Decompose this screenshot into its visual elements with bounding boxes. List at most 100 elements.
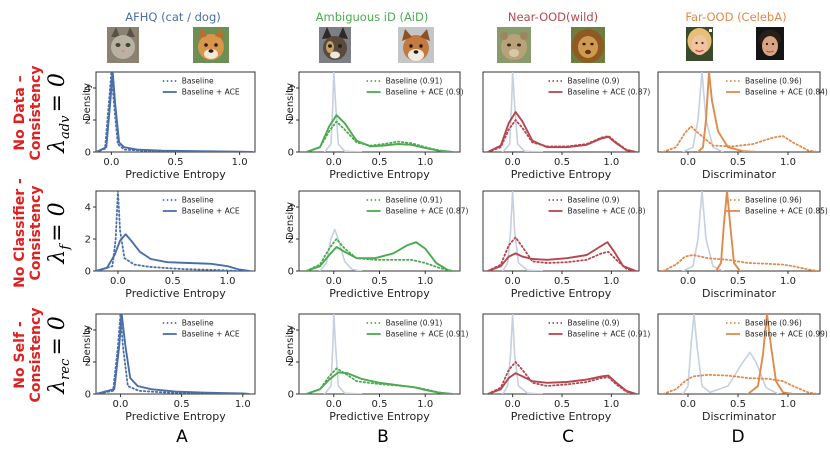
panel-D2-baseline-line — [662, 254, 819, 271]
panel-B3-ytick-label-2: 4 — [288, 326, 294, 337]
row-2-math-sub: f — [58, 243, 73, 251]
panel-C3-xtick-label-0: 0.0 — [505, 399, 521, 410]
row-2-math-rest: = 0 — [45, 202, 70, 241]
row-2-line1: No Classifier - — [12, 178, 28, 288]
panel-A1-ytick-label-0: 0 — [85, 148, 91, 159]
panel-A1-xtick-label-2: 1.0 — [232, 157, 248, 168]
panel-D1-xtick-label-1: 0.5 — [730, 157, 746, 168]
panel-B1-xtick-label-2: 1.0 — [417, 157, 433, 168]
panel-B1-ytick-label-1: 2 — [288, 116, 294, 127]
ambiguous-cat-photo — [319, 27, 351, 63]
panel-C2-xlabel: Predictive Entropy — [511, 287, 612, 300]
panel-B2-legend-label-1: Baseline + ACE (0.87) — [386, 207, 469, 216]
row-3-line2: Consistency — [28, 308, 44, 403]
row-1-math-rest: = 0 — [45, 73, 70, 112]
column-letters: A B C D — [176, 427, 744, 447]
panel-C1-legend-label-0: Baseline (0.9) — [568, 77, 620, 86]
panel-A2-ytick-label-2: 4 — [85, 203, 91, 214]
panel-A1-xlabel: Predictive Entropy — [125, 168, 226, 181]
panel-B2-ytick-label-0: 0 — [288, 267, 294, 278]
panel-B2-xtick-label-0: 0.0 — [326, 276, 342, 287]
panel-D3-xtick-label-1: 0.5 — [730, 399, 746, 410]
panel-B2-xtick-label-2: 1.0 — [417, 276, 433, 287]
panel-D3-legend-label-1: Baseline + ACE (0.99) — [745, 330, 828, 339]
row-2-math: λf = 0 — [45, 202, 73, 264]
col-title-D: Far-OOD (CelebA) — [685, 10, 786, 24]
panel-C3-xlabel: Predictive Entropy — [511, 410, 612, 423]
panel-D2-xtick-label-2: 1.0 — [780, 276, 796, 287]
panel-A3-ytick-label-2: 4 — [85, 326, 91, 337]
panel-A3-legend-label-0: Baseline — [182, 319, 214, 328]
panel-A3: 0.0 0.5 1.0 0 2 4 Predictive Entropy Density Bas… — [82, 313, 256, 423]
panel-C3-baseline-line — [487, 361, 637, 394]
panel-C1-xtick-label-2: 1.0 — [603, 157, 619, 168]
panel-D3-ace-line — [747, 314, 794, 394]
panel-D2-ghost-line — [682, 191, 724, 271]
panel-B1-ylabel: Density — [285, 83, 296, 121]
panel-C3-series-group — [486, 314, 637, 394]
col-letter-D: D — [731, 427, 744, 447]
panel-A3-ylabel: Density — [82, 325, 93, 363]
panel-A3-legend-label-1: Baseline + ACE — [182, 330, 240, 339]
panel-B2-ace-line — [305, 241, 454, 271]
panel-B3: 0.0 0.5 1.0 0 2 4 Predictive Entropy Density Bas… — [285, 313, 468, 423]
panel-A3-xtick-label-1: 0.5 — [174, 399, 190, 410]
dog-photo — [193, 27, 229, 63]
panel-A2-series-group — [96, 191, 251, 271]
panel-B1-ace-line — [305, 114, 454, 152]
panel-B3-ytick-label-1: 2 — [288, 358, 294, 369]
lion-photo — [571, 27, 605, 63]
panel-D2-series-group — [662, 191, 819, 271]
panel-C1-legend-label-1: Baseline + ACE (0.87) — [568, 88, 651, 97]
panel-B1: 0.0 0.5 1.0 0 2 4 Predictive Entropy Density Bas… — [285, 71, 464, 181]
panel-B1-xtick-label-0: 0.0 — [326, 157, 342, 168]
column-thumbnails — [107, 27, 784, 63]
col-title-C: Near-OOD(wild) — [508, 10, 598, 24]
panel-C2-xtick-label-2: 1.0 — [603, 276, 619, 287]
column-headers: AFHQ (cat / dog) Ambiguous iD (AiD) Near… — [125, 10, 786, 24]
panel-A2-legend-label-0: Baseline — [182, 196, 214, 205]
panel-A1-frame — [95, 71, 256, 153]
row-3-line1: No Self - — [12, 321, 28, 389]
panel-C2-xtick-label-1: 0.5 — [554, 276, 570, 287]
panel-A3-xlabel: Predictive Entropy — [125, 410, 226, 423]
panel-D1-xtick-label-0: 0.0 — [680, 157, 696, 168]
man-face-photo — [756, 27, 784, 60]
panel-D1-series-group — [662, 72, 819, 152]
row-labels: No Data – Consistency λadv= 0 No Classif… — [12, 66, 73, 403]
panel-B3-ace-line — [305, 371, 454, 394]
row-label-2: No Classifier - Consistency λf = 0 — [12, 178, 73, 288]
ambiguous-dog-photo — [398, 27, 434, 63]
panel-B1-legend-label-0: Baseline (0.91) — [386, 77, 443, 86]
panel-A2-xtick-label-1: 0.5 — [165, 276, 181, 287]
panel-A1-xtick-label-1: 0.5 — [168, 157, 184, 168]
row-label-1: No Data – Consistency λadv = 0 — [12, 66, 73, 161]
panel-D1: 0.0 0.5 1.0 Discriminator Baseline (0.96) Bas… — [657, 71, 828, 181]
panel-B3-xlabel: Predictive Entropy — [329, 410, 430, 423]
row-3-math: λrec = 0 — [45, 316, 73, 395]
lion-cub-photo — [497, 27, 531, 63]
row-3-math-sub: rec — [58, 358, 73, 380]
row-2-math-main: λ — [45, 250, 70, 265]
panel-C1-frame — [482, 71, 640, 153]
panel-D2-ace-line — [715, 191, 741, 271]
panel-A3-series-group — [96, 314, 250, 394]
panel-B2-xlabel: Predictive Entropy — [329, 287, 430, 300]
panel-B2-legend-label-0: Baseline (0.91) — [386, 196, 443, 205]
panel-A2: 0.0 0.5 1.0 0 2 4 Predictive Entropy Baseline Ba… — [85, 190, 256, 300]
panel-B1-series-group — [305, 72, 454, 152]
panel-B3-xtick-label-1: 0.5 — [372, 399, 388, 410]
panel-C1-xlabel: Predictive Entropy — [511, 168, 612, 181]
cat-photo — [107, 27, 139, 63]
row-label-3: No Self - Consistency λrec = 0 — [12, 308, 73, 403]
panel-A2-frame — [95, 190, 256, 272]
panel-A3-ytick-label-0: 0 — [85, 390, 91, 401]
chart-panels: 0.0 0.5 1.0 0 2 4 Predictive Entropy Density Bas… — [82, 71, 828, 423]
panel-A1-ylabel: Density — [82, 83, 93, 121]
panel-D1-xtick-label-2: 1.0 — [780, 157, 796, 168]
row-1-math: λadv = 0 — [45, 73, 73, 154]
panel-B2-ytick-label-2: 4 — [288, 203, 294, 214]
panel-D3-xtick-label-0: 0.0 — [680, 399, 696, 410]
panel-A3-frame — [95, 313, 256, 395]
panel-A2-legend-label-1: Baseline + ACE — [182, 207, 240, 216]
